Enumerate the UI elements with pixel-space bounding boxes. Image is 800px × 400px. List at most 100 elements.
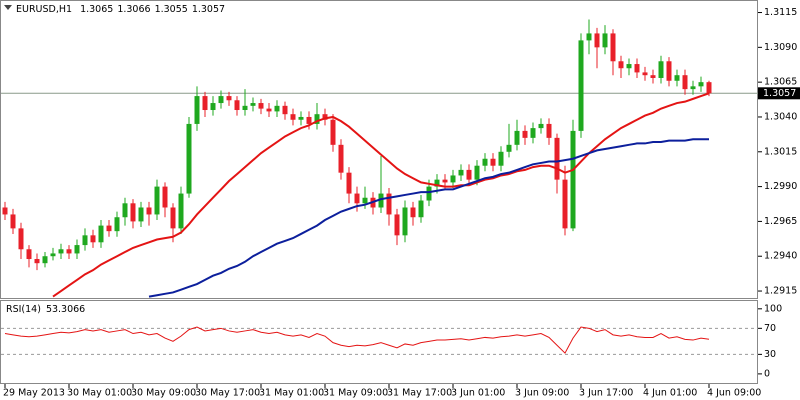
candle-body — [42, 256, 48, 264]
candle-body — [378, 193, 384, 208]
candle-body — [666, 61, 672, 81]
candle-body — [634, 64, 640, 73]
candle-body — [626, 64, 632, 69]
candle-body — [450, 175, 456, 183]
candle-body — [226, 96, 232, 101]
candle-body — [90, 235, 96, 243]
y-tick-label: 1.2915 — [764, 286, 797, 297]
candle-body — [122, 203, 128, 218]
x-tick-label: 29 May 2013 — [3, 388, 65, 399]
candle-body — [98, 225, 104, 243]
y-tick-label: 1.3015 — [764, 146, 797, 157]
main-panel-frame — [0, 0, 758, 299]
candle-body — [650, 75, 656, 78]
candle-body — [170, 207, 176, 229]
x-tick-label: 4 Jun 01:00 — [643, 388, 697, 399]
candle-body — [618, 61, 624, 69]
y-tick-label: 1.3065 — [764, 77, 797, 88]
moving-average — [148, 138, 709, 298]
symbol: EURUSD,H1 — [16, 4, 72, 15]
candle-body — [218, 96, 224, 104]
candle-body — [250, 103, 256, 106]
rsi-line — [4, 326, 710, 354]
candle-body — [522, 130, 528, 138]
x-tick-label: 31 May 17:00 — [387, 388, 452, 399]
y-tick-label: 1.2990 — [764, 181, 797, 192]
x-tick-label: 4 Jun 09:00 — [707, 388, 761, 399]
candle-body — [498, 151, 504, 166]
candle-body — [682, 75, 688, 90]
candle-body — [402, 207, 408, 236]
candle-body — [202, 96, 208, 111]
candle-body — [466, 169, 472, 180]
candle-body — [66, 249, 72, 254]
y-tick-label: 1.3040 — [764, 111, 797, 122]
high-value: 1.3066 — [117, 4, 150, 15]
candle-body — [210, 103, 216, 111]
candle-body — [434, 179, 440, 187]
y-tick-label: 1.3115 — [764, 7, 797, 18]
candle-body — [186, 123, 192, 194]
candle-body — [58, 249, 64, 254]
candle-body — [410, 207, 416, 218]
candle-body — [474, 165, 480, 180]
x-tick-label: 31 May 01:00 — [259, 388, 324, 399]
candle-body — [570, 130, 576, 229]
candle-body — [82, 235, 88, 246]
x-tick-label: 31 May 09:00 — [323, 388, 388, 399]
candle-body — [74, 245, 80, 254]
candle-body — [114, 217, 120, 232]
candle-body — [162, 186, 168, 208]
candle-body — [234, 100, 240, 111]
candle-body — [394, 214, 400, 236]
candle-body — [138, 207, 144, 222]
candle-body — [538, 123, 544, 129]
y-tick-label: 0 — [764, 368, 770, 379]
chart-title: EURUSD,H1 1.3065 1.3066 1.3055 1.3057 — [16, 4, 225, 15]
candle-body — [578, 40, 584, 131]
candle-body — [18, 228, 24, 250]
candle-body — [490, 158, 496, 166]
candle-body — [554, 137, 560, 180]
close-value: 1.3057 — [192, 4, 225, 15]
x-tick-label: 3 Jun 09:00 — [515, 388, 569, 399]
y-tick-label: 30 — [764, 349, 776, 360]
candle-body — [482, 158, 488, 166]
candle-body — [2, 207, 8, 215]
candle-body — [586, 33, 592, 41]
x-tick-label: 3 Jun 17:00 — [579, 388, 633, 399]
rsi-value: 53.3066 — [46, 304, 85, 315]
rsi-panel-frame — [0, 300, 758, 384]
y-tick-label: 100 — [764, 303, 782, 314]
current-price-label: 1.3057 — [763, 88, 796, 99]
moving-average — [52, 92, 710, 298]
candle-body — [530, 128, 536, 138]
candle-body — [514, 130, 520, 145]
candle-body — [362, 197, 368, 204]
candle-body — [658, 61, 664, 78]
current-price-box — [758, 87, 800, 100]
candle-body — [690, 86, 696, 90]
candle-body — [562, 179, 568, 229]
candle-body — [354, 193, 360, 204]
y-tick-label: 1.2940 — [764, 251, 797, 262]
candle-body — [178, 193, 184, 229]
candle-body — [146, 207, 152, 215]
candle-body — [426, 186, 432, 201]
candle-body — [506, 144, 512, 152]
candle-body — [154, 186, 160, 215]
candle-body — [306, 116, 312, 124]
candle-body — [50, 253, 56, 257]
candle-body — [338, 144, 344, 173]
candle-body — [242, 105, 248, 111]
candle-body — [194, 96, 200, 124]
candle-body — [314, 114, 320, 124]
candle-body — [34, 259, 40, 264]
candle-body — [546, 123, 552, 138]
x-tick-label: 30 May 17:00 — [195, 388, 260, 399]
x-tick-label: 30 May 09:00 — [131, 388, 196, 399]
low-value: 1.3055 — [155, 4, 188, 15]
menu-arrow[interactable] — [4, 5, 12, 10]
rsi-title: RSI(14) 53.3066 — [6, 304, 85, 315]
